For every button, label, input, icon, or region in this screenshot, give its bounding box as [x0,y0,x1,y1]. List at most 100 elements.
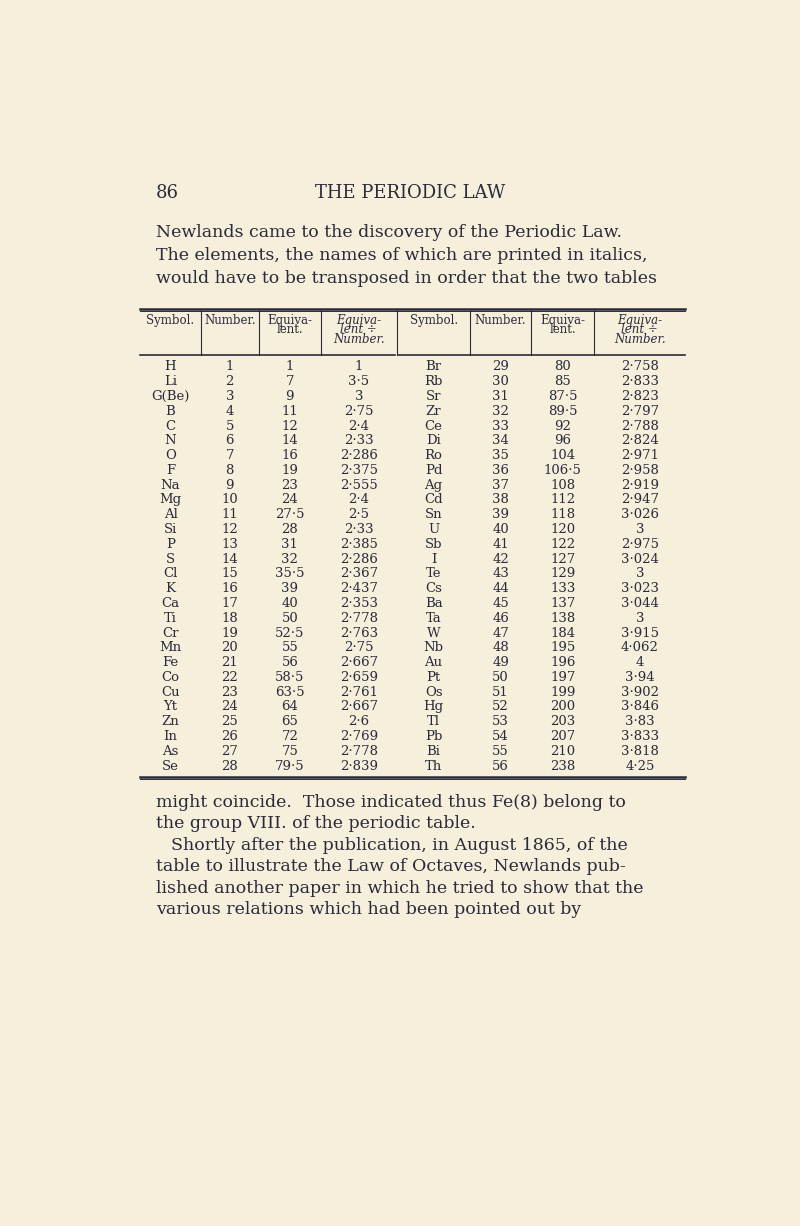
Text: 40: 40 [492,524,509,536]
Text: table to illustrate the Law of Octaves, Newlands pub-: table to illustrate the Law of Octaves, … [156,858,626,875]
Text: 85: 85 [554,375,571,389]
Text: 138: 138 [550,612,575,625]
Text: Na: Na [161,478,180,492]
Text: lished another paper in which he tried to show that the: lished another paper in which he tried t… [156,880,643,897]
Text: lent ÷: lent ÷ [622,324,658,336]
Text: 41: 41 [492,538,509,550]
Text: 13: 13 [222,538,238,550]
Text: 104: 104 [550,449,575,462]
Text: Cd: Cd [424,494,443,506]
Text: P: P [166,538,175,550]
Text: 36: 36 [492,463,509,477]
Text: 2·839: 2·839 [340,760,378,772]
Text: Cr: Cr [162,626,178,640]
Text: 137: 137 [550,597,575,611]
Text: 75: 75 [282,744,298,758]
Text: 29: 29 [492,360,509,374]
Text: Fe: Fe [162,656,178,669]
Text: 2·367: 2·367 [340,568,378,580]
Text: 2·667: 2·667 [340,700,378,714]
Text: Zn: Zn [162,715,179,728]
Text: 55: 55 [492,744,509,758]
Text: Equiva-: Equiva- [336,314,382,327]
Text: 39: 39 [282,582,298,595]
Text: 34: 34 [492,434,509,447]
Text: various relations which had been pointed out by: various relations which had been pointed… [156,901,581,918]
Text: W: W [427,626,441,640]
Text: 24: 24 [282,494,298,506]
Text: Ti: Ti [164,612,177,625]
Text: would have to be transposed in order that the two tables: would have to be transposed in order tha… [156,270,657,287]
Text: 50: 50 [492,671,509,684]
Text: Li: Li [164,375,177,389]
Text: 129: 129 [550,568,575,580]
Text: 1: 1 [226,360,234,374]
Text: 21: 21 [222,656,238,669]
Text: Ce: Ce [425,419,442,433]
Text: Number.: Number. [333,332,385,346]
Text: 2·833: 2·833 [621,375,658,389]
Text: 2·788: 2·788 [621,419,658,433]
Text: 210: 210 [550,744,575,758]
Text: 108: 108 [550,478,575,492]
Text: lent ÷: lent ÷ [341,324,378,336]
Text: 23: 23 [222,685,238,699]
Text: 45: 45 [492,597,509,611]
Text: 64: 64 [282,700,298,714]
Text: Rb: Rb [425,375,443,389]
Text: I: I [431,553,436,565]
Text: 3: 3 [354,390,363,403]
Text: Sb: Sb [425,538,442,550]
Text: 3·023: 3·023 [621,582,658,595]
Text: 48: 48 [492,641,509,655]
Text: 5: 5 [226,419,234,433]
Text: 3·024: 3·024 [621,553,658,565]
Text: 17: 17 [222,597,238,611]
Text: 65: 65 [282,715,298,728]
Text: 207: 207 [550,729,575,743]
Text: 52·5: 52·5 [275,626,305,640]
Text: 19: 19 [222,626,238,640]
Text: C: C [166,419,175,433]
Text: 2·4: 2·4 [348,419,370,433]
Text: 196: 196 [550,656,575,669]
Text: The elements, the names of which are printed in italics,: The elements, the names of which are pri… [156,248,647,265]
Text: 120: 120 [550,524,575,536]
Text: 3·915: 3·915 [621,626,658,640]
Text: Ca: Ca [162,597,179,611]
Text: 26: 26 [222,729,238,743]
Text: 3·026: 3·026 [621,509,658,521]
Text: 6: 6 [226,434,234,447]
Text: Number.: Number. [614,332,666,346]
Text: Pb: Pb [425,729,442,743]
Text: Hg: Hg [423,700,444,714]
Text: 3·846: 3·846 [621,700,658,714]
Text: 28: 28 [282,524,298,536]
Text: Tl: Tl [427,715,440,728]
Text: Zr: Zr [426,405,442,418]
Text: 2·286: 2·286 [340,449,378,462]
Text: Se: Se [162,760,179,772]
Text: 16: 16 [282,449,298,462]
Text: 7: 7 [226,449,234,462]
Text: 3·83: 3·83 [625,715,654,728]
Text: Os: Os [425,685,442,699]
Text: 42: 42 [492,553,509,565]
Text: G(Be): G(Be) [151,390,190,403]
Text: Cl: Cl [163,568,178,580]
Text: 2·437: 2·437 [340,582,378,595]
Text: 49: 49 [492,656,509,669]
Text: Di: Di [426,434,441,447]
Text: 72: 72 [282,729,298,743]
Text: U: U [428,524,439,536]
Text: 9: 9 [286,390,294,403]
Text: 14: 14 [222,553,238,565]
Text: Number.: Number. [204,314,256,327]
Text: 53: 53 [492,715,509,728]
Text: 2·761: 2·761 [340,685,378,699]
Text: 2·659: 2·659 [340,671,378,684]
Text: 2·353: 2·353 [340,597,378,611]
Text: Pd: Pd [425,463,442,477]
Text: Symbol.: Symbol. [146,314,194,327]
Text: 35: 35 [492,449,509,462]
